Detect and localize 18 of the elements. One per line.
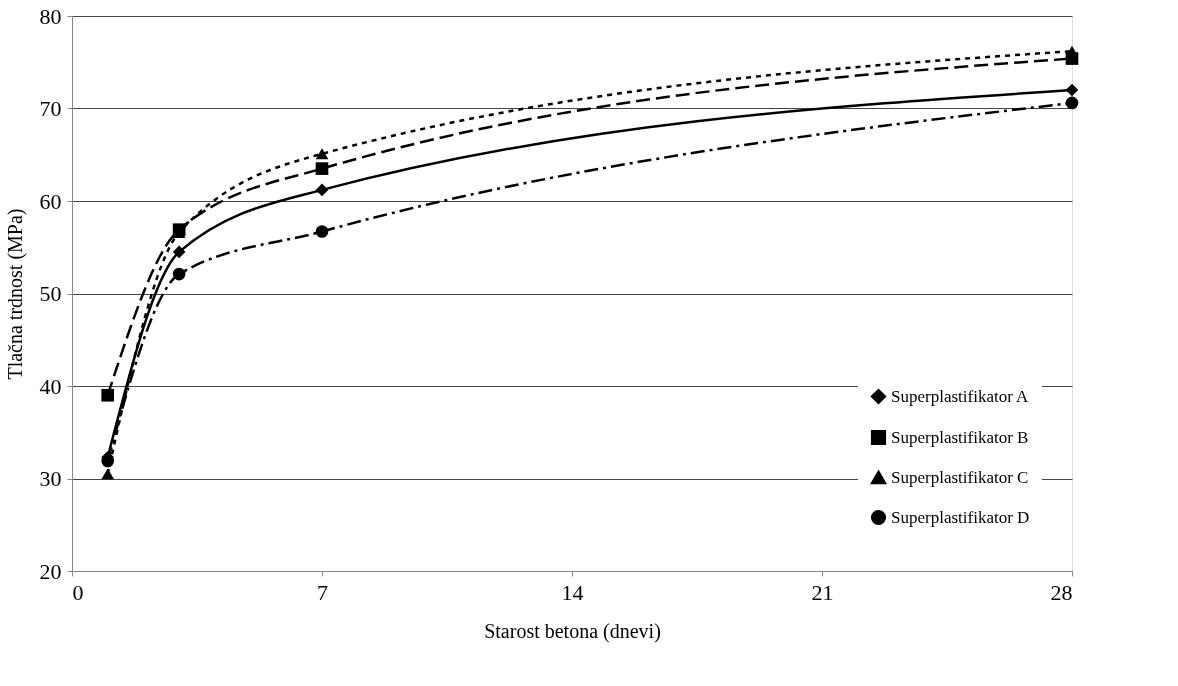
y-tick-label: 40 (39, 373, 62, 399)
x-axis-title: Starost betona (dnevi) (484, 619, 661, 643)
y-tick-label: 50 (39, 281, 62, 306)
x-tick-label: 7 (317, 579, 328, 605)
y-tick-label: 30 (39, 466, 62, 491)
legend-label: Superplastifikator A (891, 386, 1030, 406)
legend-label: Superplastifikator D (891, 507, 1030, 527)
x-tick-label: 21 (811, 579, 834, 605)
legend-label: Superplastifikator B (891, 427, 1029, 447)
x-tick-label: 28 (1050, 579, 1073, 605)
y-tick-label: 60 (39, 188, 62, 214)
y-tick-label: 20 (39, 558, 62, 584)
y-tick-label: 70 (39, 96, 62, 121)
y-tick-label: 80 (39, 3, 62, 29)
y-axis-title: Tlačna trdnost (MPa) (3, 208, 27, 380)
legend-label: Superplastifikator C (891, 467, 1029, 487)
x-tick-label: 0 (72, 579, 84, 605)
x-tick-label: 14 (561, 579, 584, 605)
